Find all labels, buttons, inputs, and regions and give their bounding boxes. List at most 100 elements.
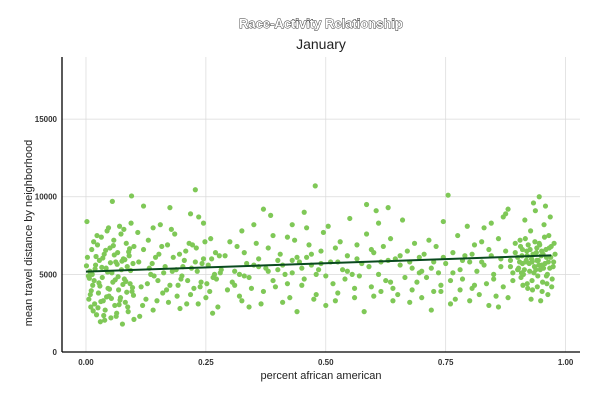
data-point <box>236 271 243 277</box>
data-point <box>304 225 310 231</box>
data-point <box>323 302 329 309</box>
x-tick-label: 0.25 <box>198 358 214 367</box>
data-point <box>486 302 492 309</box>
data-point <box>122 299 128 305</box>
data-point <box>308 251 315 257</box>
data-point <box>543 273 550 279</box>
data-point <box>304 254 310 260</box>
data-point <box>323 273 329 279</box>
data-point <box>528 296 534 302</box>
chart-subtitle: January <box>296 36 346 52</box>
data-point <box>438 282 444 288</box>
data-point <box>523 257 529 263</box>
data-point <box>378 288 384 295</box>
data-point <box>152 254 159 260</box>
data-point <box>397 262 403 268</box>
data-point <box>138 284 144 290</box>
data-point <box>93 253 99 260</box>
data-point <box>380 243 386 250</box>
data-point <box>145 237 151 243</box>
data-point <box>248 285 255 291</box>
data-point <box>126 253 132 259</box>
data-point <box>216 253 222 259</box>
data-point <box>139 302 146 309</box>
data-point <box>483 281 490 287</box>
data-point <box>215 304 221 310</box>
data-point <box>533 250 539 256</box>
data-point <box>102 317 108 323</box>
data-point <box>385 205 391 211</box>
data-point <box>104 294 110 300</box>
data-point <box>287 295 293 301</box>
data-point <box>123 240 129 246</box>
data-point <box>416 270 422 276</box>
data-point <box>128 220 134 226</box>
data-point <box>289 257 295 263</box>
data-point <box>450 270 456 276</box>
data-point <box>143 296 149 302</box>
data-point <box>117 297 123 303</box>
data-point <box>368 284 374 290</box>
trend-line-group <box>85 254 552 273</box>
data-point <box>95 305 101 311</box>
data-point <box>457 267 463 273</box>
data-point <box>522 236 528 242</box>
data-point <box>421 251 427 257</box>
data-point <box>93 312 100 318</box>
data-point <box>289 222 295 228</box>
data-point <box>530 200 537 206</box>
data-point <box>342 276 348 282</box>
data-point <box>419 295 425 301</box>
data-point <box>335 290 341 296</box>
data-point <box>175 282 181 288</box>
data-point <box>467 298 473 304</box>
data-point <box>532 208 538 214</box>
data-point <box>192 187 198 193</box>
data-point <box>503 211 509 217</box>
data-point <box>265 268 271 274</box>
data-point <box>301 276 307 282</box>
data-point <box>163 287 170 293</box>
data-point <box>203 295 209 301</box>
data-point <box>232 282 238 288</box>
data-point <box>127 246 133 252</box>
data-point <box>167 205 173 211</box>
data-point <box>130 260 136 267</box>
data-point <box>325 223 331 229</box>
data-point <box>232 268 238 274</box>
data-point <box>464 223 470 229</box>
data-point <box>409 265 415 271</box>
data-point <box>491 271 497 277</box>
data-point <box>150 225 156 231</box>
data-point <box>156 251 162 257</box>
data-point <box>149 260 155 267</box>
data-point <box>479 259 485 265</box>
data-point <box>150 307 156 313</box>
data-point <box>546 232 552 239</box>
data-point <box>320 229 326 236</box>
data-point <box>536 194 542 200</box>
data-point <box>498 264 504 270</box>
data-point <box>275 267 281 273</box>
data-point <box>123 278 129 284</box>
data-point <box>529 277 535 284</box>
data-point <box>209 256 215 262</box>
data-point <box>111 237 117 243</box>
data-point <box>135 229 141 236</box>
data-point <box>551 240 557 246</box>
data-point <box>161 270 167 276</box>
data-point <box>510 277 516 284</box>
data-point <box>99 274 105 281</box>
data-point <box>159 243 165 250</box>
data-point <box>373 208 379 214</box>
data-point <box>363 201 370 208</box>
data-point <box>109 198 115 204</box>
data-point <box>183 248 189 254</box>
data-point <box>227 239 233 245</box>
data-point <box>411 240 418 246</box>
data-point <box>457 287 463 293</box>
data-point <box>512 240 518 246</box>
data-point <box>131 316 137 322</box>
data-point <box>452 296 458 302</box>
data-point <box>112 302 118 309</box>
